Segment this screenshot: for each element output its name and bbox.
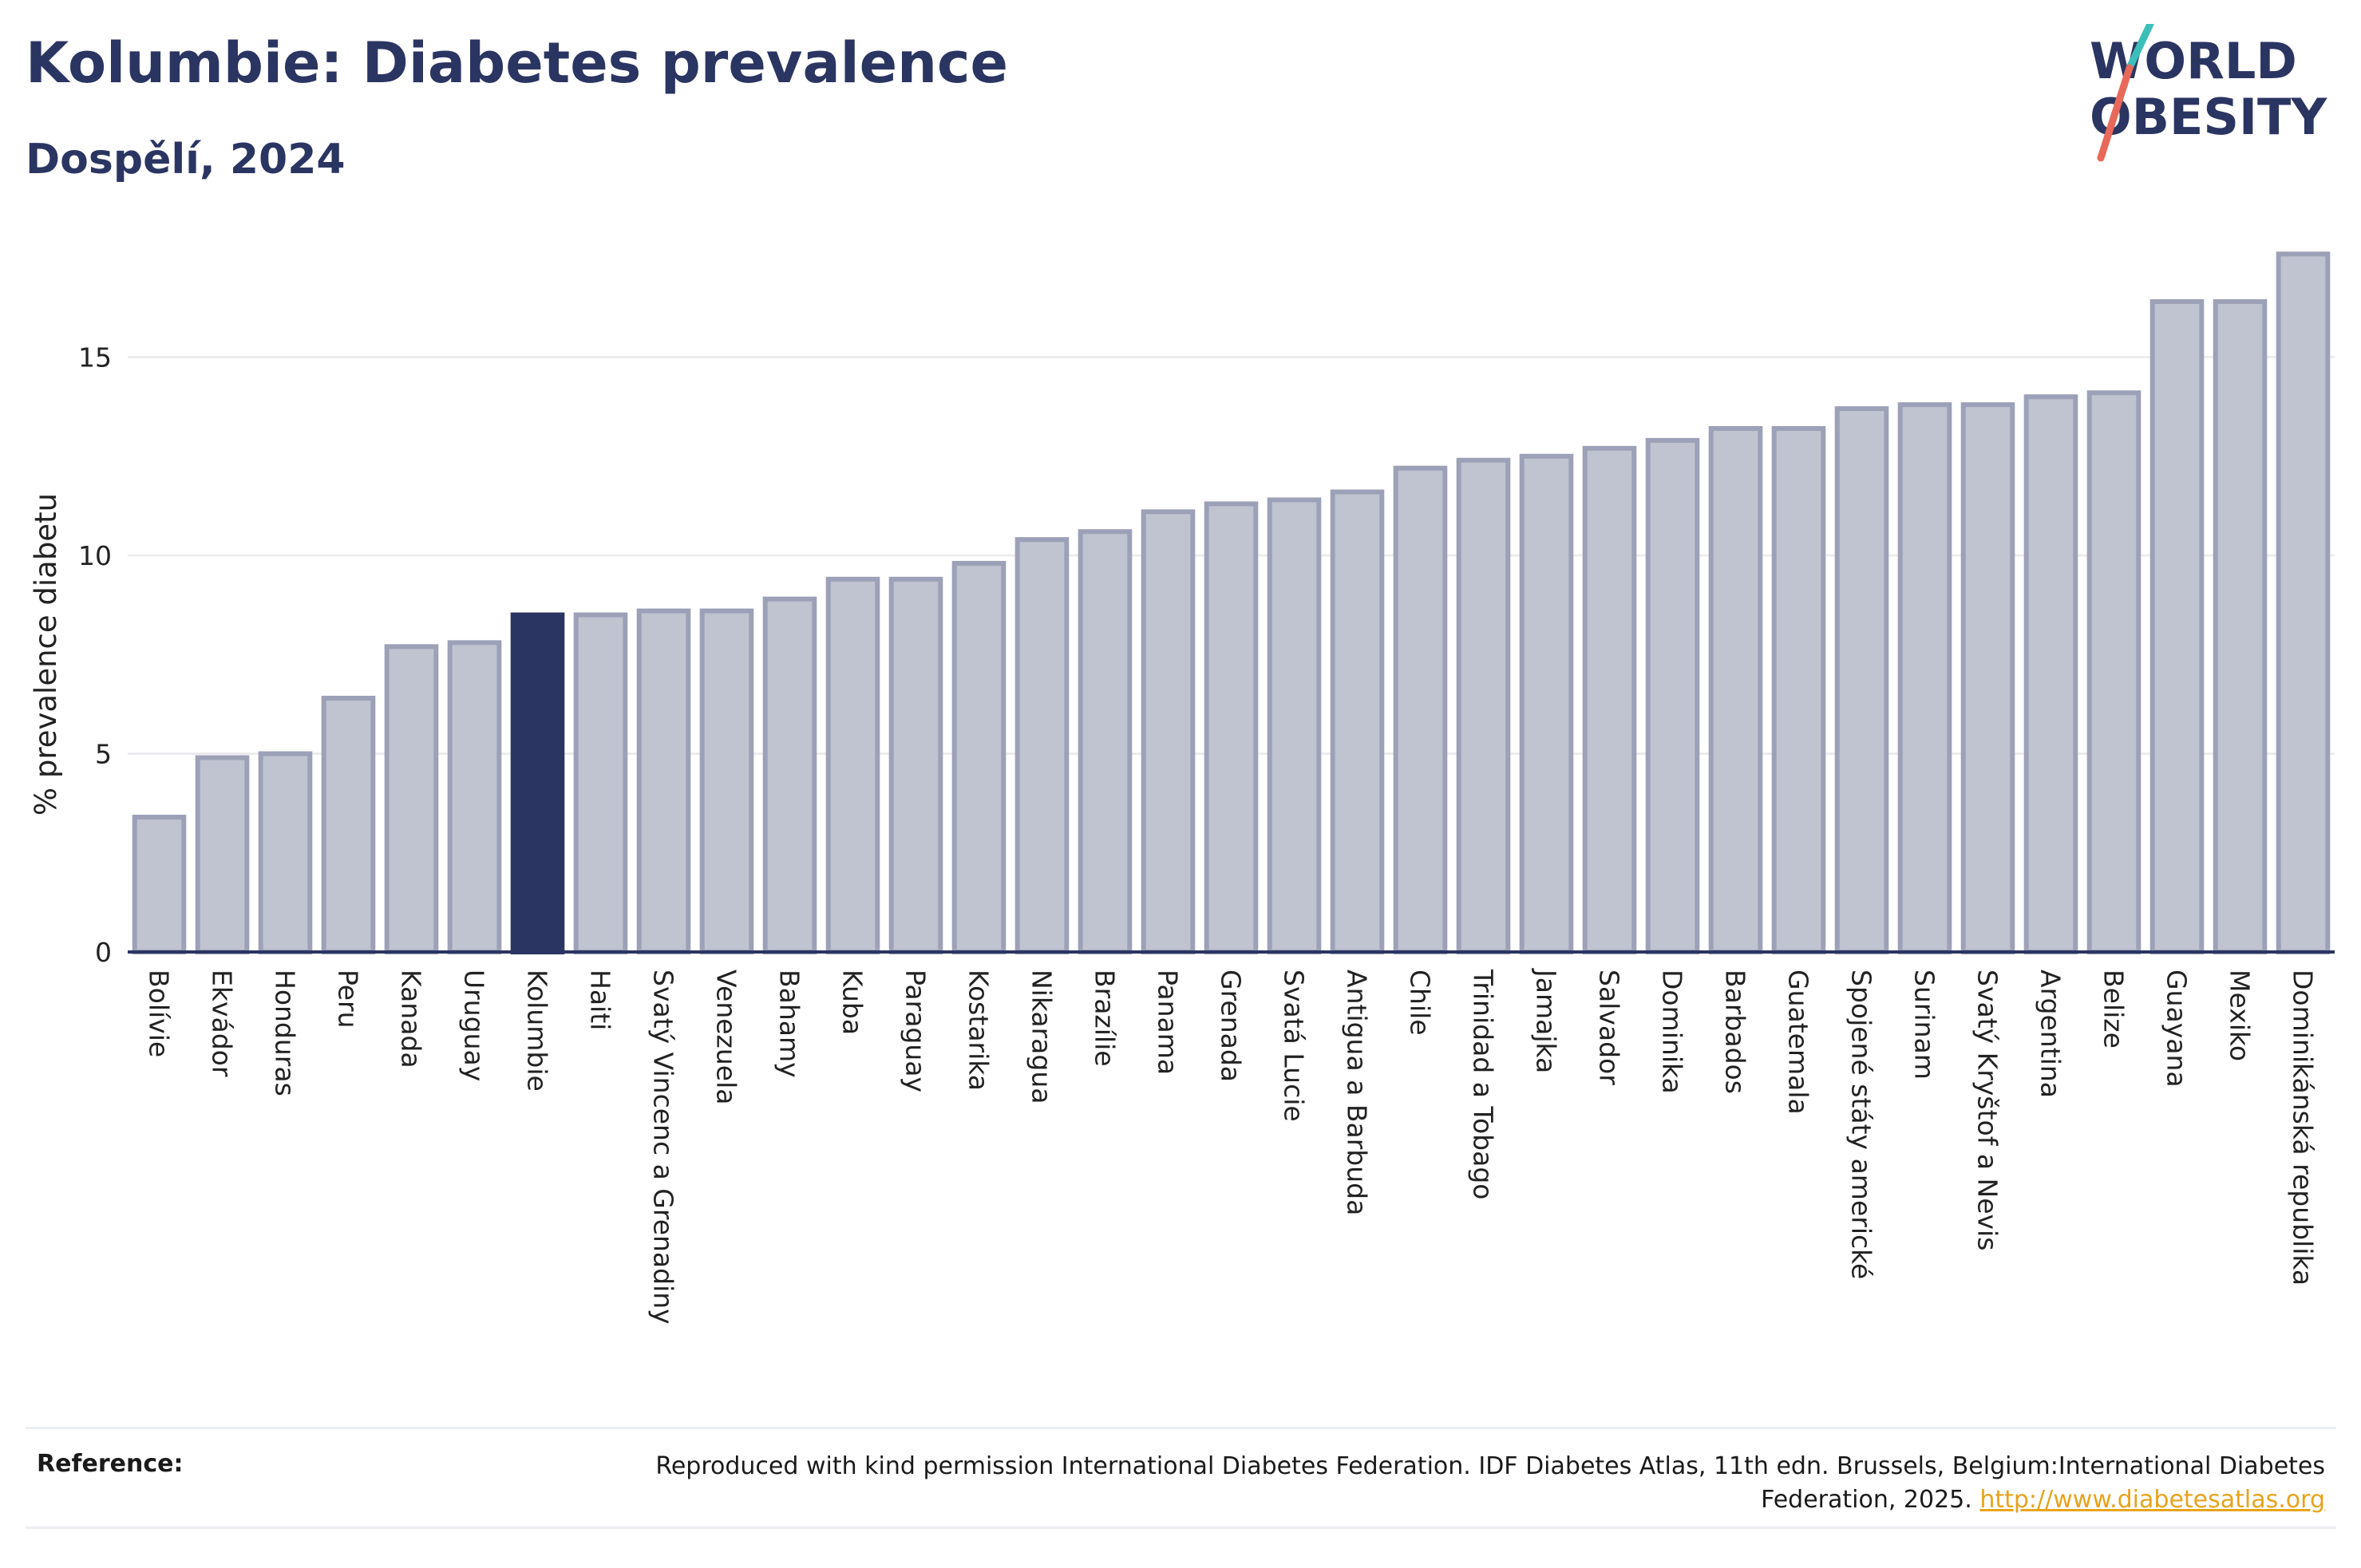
bar bbox=[510, 612, 565, 954]
bar bbox=[1330, 489, 1385, 954]
world-obesity-logo: WORLD OBESITY bbox=[2083, 20, 2339, 168]
x-tick-label: Svatý Kryštof a Nevis bbox=[1972, 970, 2003, 1250]
y-tick-label: 5 bbox=[95, 739, 112, 770]
bar bbox=[1393, 465, 1448, 954]
bar bbox=[321, 695, 376, 954]
bar bbox=[1078, 529, 1133, 954]
y-tick-label: 15 bbox=[78, 342, 112, 373]
bar bbox=[1834, 406, 1889, 954]
bar bbox=[447, 640, 502, 955]
bar bbox=[762, 596, 817, 954]
bar bbox=[2213, 298, 2268, 955]
bar bbox=[2023, 394, 2078, 954]
x-tick-label: Honduras bbox=[270, 970, 301, 1096]
x-tick-label: Argentina bbox=[2035, 970, 2066, 1098]
bar bbox=[1456, 457, 1511, 954]
x-tick-label: Mexiko bbox=[2225, 970, 2256, 1061]
x-tick-label: Paraguay bbox=[900, 970, 931, 1092]
x-tick-label: Kostarika bbox=[963, 970, 995, 1091]
x-tick-label: Trinidad a Tobago bbox=[1468, 969, 1499, 1200]
x-tick-label: Haiti bbox=[585, 970, 616, 1030]
x-tick-label: Nikaragua bbox=[1026, 970, 1058, 1104]
x-tick-label: Brazílie bbox=[1090, 970, 1121, 1067]
bar bbox=[1519, 453, 1574, 954]
x-tick-label: Panama bbox=[1153, 970, 1184, 1075]
bar bbox=[1014, 537, 1070, 954]
chart-title: Kolumbie: Diabetes prevalence bbox=[26, 30, 1008, 96]
bar bbox=[1960, 402, 2015, 954]
reference-text: Reproduced with kind permission Internat… bbox=[585, 1450, 2325, 1517]
bar bbox=[699, 608, 754, 955]
x-tick-label: Belize bbox=[2098, 970, 2130, 1049]
bar bbox=[1645, 437, 1700, 954]
x-tick-label: Barbados bbox=[1720, 970, 1751, 1094]
x-tick-label: Antigua a Barbuda bbox=[1342, 970, 1373, 1215]
bar bbox=[384, 644, 439, 954]
x-tick-label: Salvador bbox=[1594, 970, 1625, 1085]
reference-label: Reference: bbox=[37, 1450, 184, 1478]
bar bbox=[258, 751, 313, 954]
x-tick-label: Dominika bbox=[1657, 970, 1688, 1094]
bar bbox=[573, 612, 628, 954]
y-axis-label: % prevalence diabetu bbox=[29, 493, 63, 816]
x-tick-label: Kuba bbox=[837, 970, 868, 1035]
bar bbox=[1897, 402, 1952, 954]
x-tick-label: Guayana bbox=[2161, 970, 2193, 1088]
x-tick-label: Venezuela bbox=[711, 970, 742, 1104]
bar bbox=[636, 608, 691, 955]
reference-box: Reference: Reproduced with kind permissi… bbox=[26, 1427, 2336, 1529]
bar bbox=[1708, 425, 1763, 954]
bar bbox=[1141, 509, 1196, 954]
bar bbox=[1267, 497, 1322, 954]
x-tick-label: Surinam bbox=[1909, 970, 1940, 1080]
bar bbox=[1204, 501, 1259, 954]
bar bbox=[132, 815, 187, 955]
x-tick-label: Peru bbox=[333, 970, 364, 1029]
bar bbox=[888, 576, 943, 954]
x-tick-label: Jamajka bbox=[1531, 968, 1562, 1073]
bar bbox=[2086, 390, 2142, 955]
bar bbox=[2276, 251, 2331, 954]
reference-citation: Reproduced with kind permission Internat… bbox=[655, 1452, 2325, 1514]
bar bbox=[195, 755, 250, 954]
x-tick-label: Kolumbie bbox=[522, 970, 553, 1092]
x-tick-label: Ekvádor bbox=[207, 970, 238, 1077]
y-tick-label: 0 bbox=[95, 937, 112, 968]
bar bbox=[1582, 445, 1637, 954]
svg-text:OBESITY: OBESITY bbox=[2090, 88, 2327, 146]
reference-link[interactable]: http://www.diabetesatlas.org bbox=[1979, 1486, 2325, 1514]
x-tick-label: Spojené státy americké bbox=[1846, 970, 1877, 1279]
bar bbox=[825, 576, 880, 954]
x-tick-label: Kanada bbox=[396, 970, 427, 1068]
chart-subtitle: Dospělí, 2024 bbox=[26, 136, 346, 184]
x-tick-label: Uruguay bbox=[459, 970, 490, 1081]
y-tick-label: 10 bbox=[78, 540, 112, 571]
x-tick-label: Guatemala bbox=[1783, 970, 1814, 1115]
x-tick-label: Bahamy bbox=[774, 970, 805, 1078]
bar bbox=[951, 560, 1006, 954]
bar bbox=[1771, 425, 1826, 954]
x-tick-label: Chile bbox=[1405, 970, 1436, 1036]
x-tick-label: Bolívie bbox=[144, 970, 175, 1057]
x-tick-label: Svatá Lucie bbox=[1279, 970, 1310, 1122]
x-tick-label: Dominikánská republika bbox=[2288, 970, 2319, 1286]
x-tick-label: Grenada bbox=[1216, 970, 1247, 1082]
bar bbox=[2149, 298, 2205, 955]
x-tick-label: Svatý Vincenc a Grenadiny bbox=[648, 970, 679, 1325]
